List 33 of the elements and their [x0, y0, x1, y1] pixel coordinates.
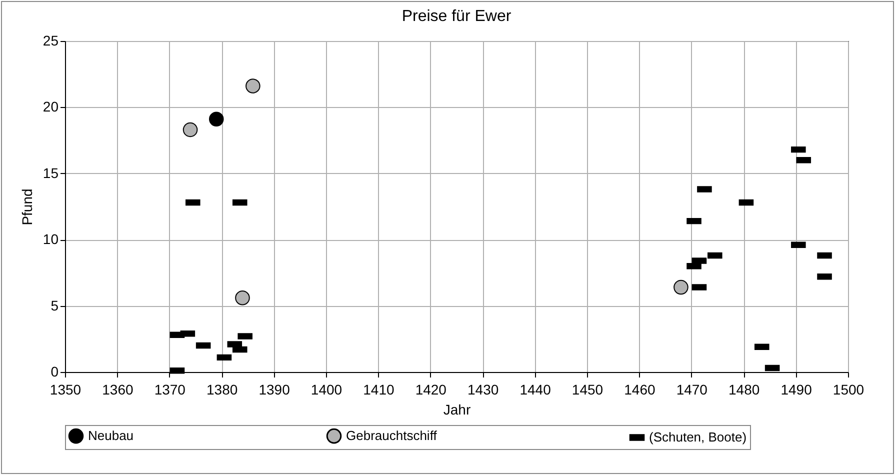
y-tick-label: 15 [42, 164, 59, 181]
y-tick-label: 5 [50, 297, 59, 314]
x-tick-label: 1400 [310, 382, 342, 398]
x-tick-label: 1470 [676, 382, 708, 398]
chart-title: Preise für Ewer [402, 8, 512, 25]
y-axis-title: Pfund [18, 188, 35, 226]
y-tick-label: 10 [42, 231, 59, 248]
x-tick-label: 1480 [728, 382, 760, 398]
x-tick-label: 1460 [624, 382, 656, 398]
x-tick-label: 1420 [415, 382, 447, 398]
x-tick-label: 1350 [50, 382, 82, 398]
point [246, 78, 260, 94]
x-tick-label: 1410 [363, 382, 394, 398]
legend-label: (Schuten, Boote) [649, 430, 747, 444]
x-tick-label: 1390 [258, 382, 290, 398]
point [208, 112, 224, 126]
x-tick-label: 1360 [102, 382, 134, 398]
x-axis-title: Jahr [443, 402, 471, 418]
x-tick-label: 1490 [780, 382, 812, 398]
point [235, 290, 250, 306]
x-tick-label: 1450 [572, 382, 604, 398]
x-tick-label: 1500 [832, 382, 864, 398]
legend-label: Gebrauchtschiff [346, 428, 438, 444]
y-tick-label: 0 [50, 364, 59, 380]
legend-label: Neubau [88, 428, 134, 444]
x-tick-label: 1380 [206, 382, 238, 398]
y-tick-label: 25 [42, 32, 59, 48]
y-tick-label: 20 [42, 98, 59, 115]
point [674, 280, 688, 295]
point [182, 122, 198, 138]
x-tick-label: 1370 [154, 382, 186, 398]
x-tick-label: 1430 [468, 382, 499, 398]
x-tick-label: 1440 [520, 382, 552, 398]
